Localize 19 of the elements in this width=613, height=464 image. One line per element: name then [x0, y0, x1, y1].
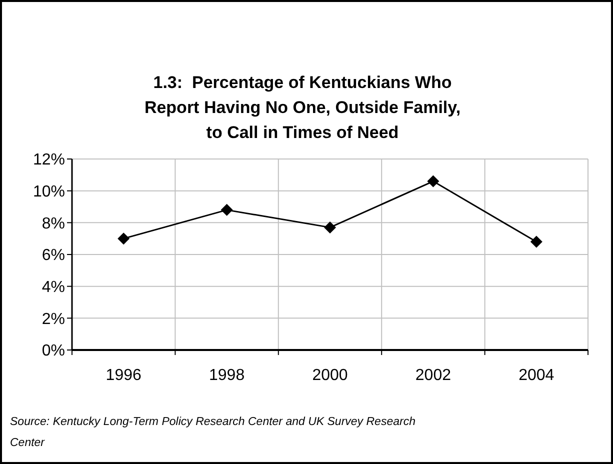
- point: [530, 236, 542, 248]
- y-tick-label: 6%: [42, 247, 65, 264]
- point: [220, 204, 233, 216]
- y-tick-label: 12%: [32, 152, 65, 169]
- y-tick-label: 0%: [42, 342, 65, 360]
- point: [427, 175, 440, 188]
- y-tick-label: 2%: [42, 310, 65, 328]
- x-tick-label: 1996: [106, 367, 142, 384]
- x-tick-label: 2004: [518, 367, 554, 384]
- x-tick-label: 1998: [209, 367, 245, 384]
- y-tick-label: 8%: [42, 215, 65, 232]
- source-note: Source: Kentucky Long-Term Policy Research Center and UK Survey Research Center: [10, 416, 416, 449]
- y-tick-label: 4%: [42, 278, 65, 296]
- chart-title: 1.3: Percentage of Kentuckians Who Report Having No One, Outside Family, to Call in Times of Need: [144, 73, 461, 142]
- point: [324, 221, 336, 234]
- x-tick-label: 2000: [312, 367, 348, 384]
- x-tick-label: 2002: [415, 367, 452, 384]
- point: [118, 232, 130, 245]
- y-tick-label: 10%: [32, 183, 65, 200]
